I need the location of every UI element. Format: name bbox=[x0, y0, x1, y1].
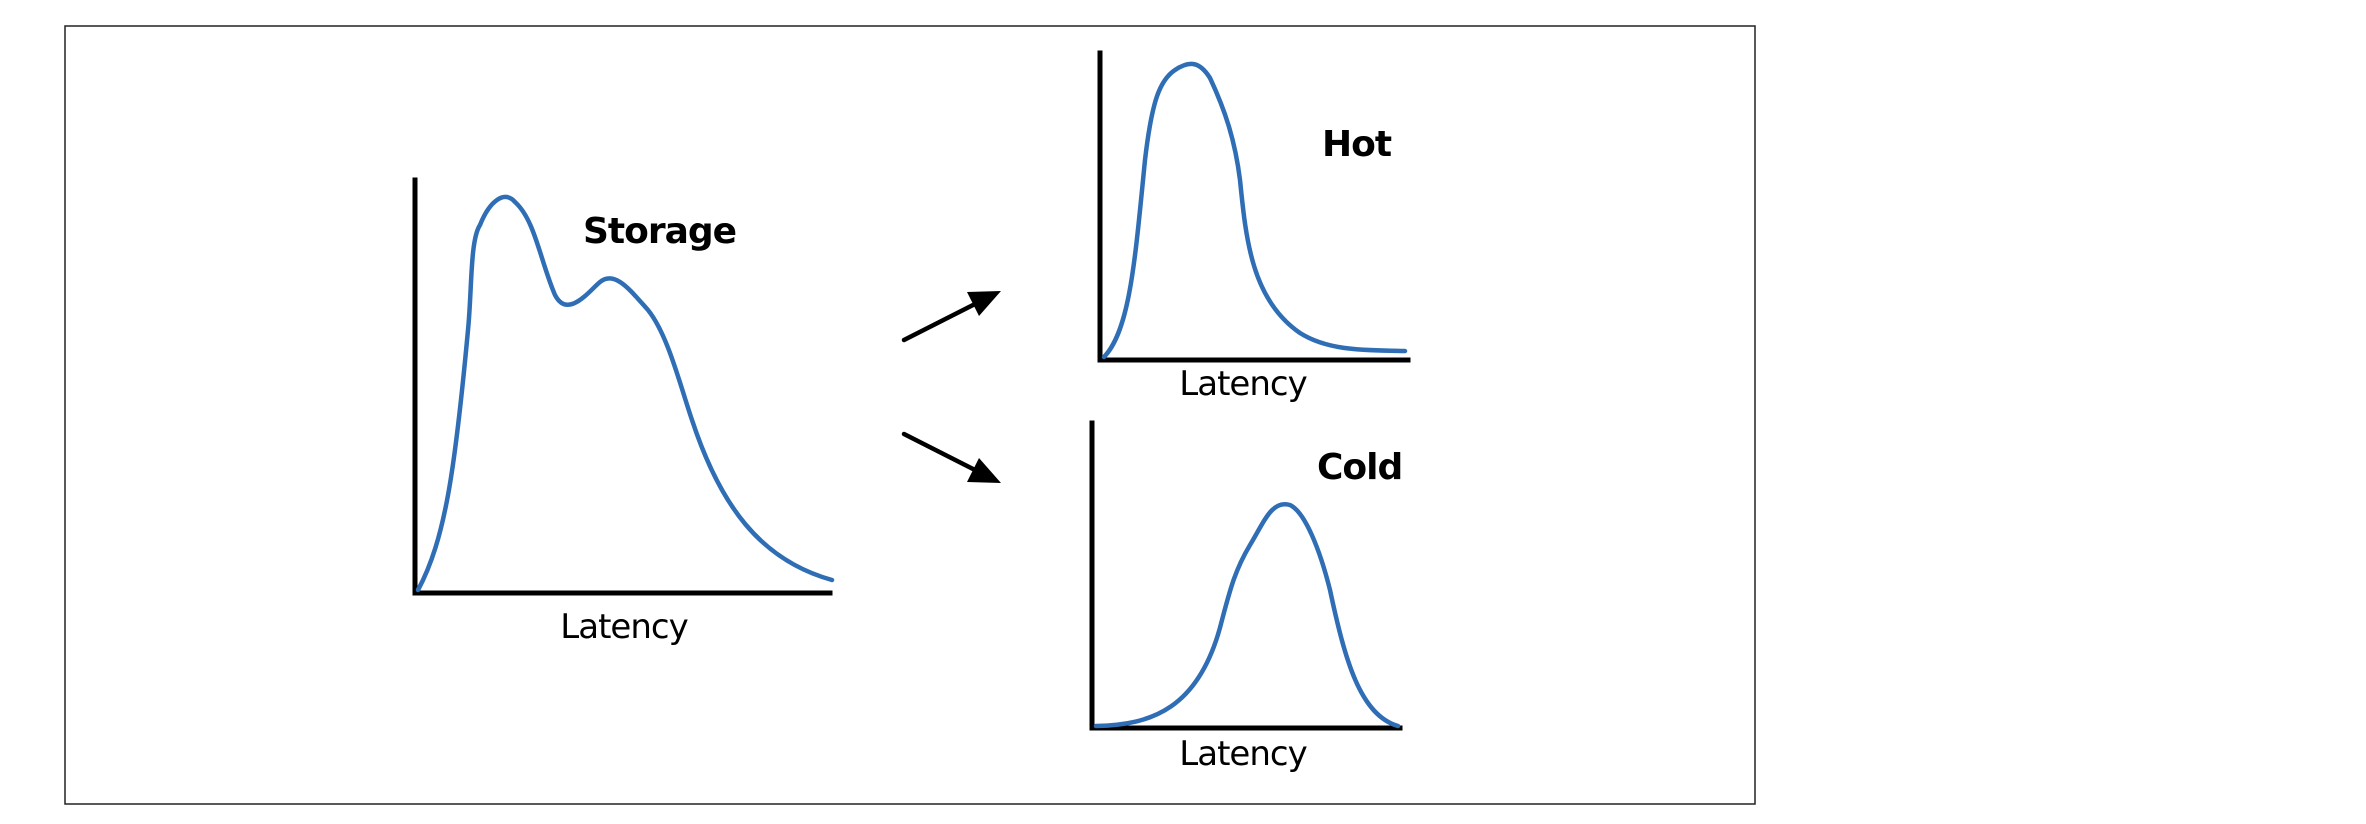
right-up-arrow bbox=[901, 291, 1001, 343]
right-up-arrow-head bbox=[967, 291, 1001, 316]
hot-latency-curve bbox=[1101, 61, 1408, 360]
storage-panel: Storage Latency bbox=[412, 177, 835, 647]
right-down-arrow bbox=[901, 431, 1001, 483]
right-down-arrow-shaft bbox=[901, 431, 978, 473]
storage-title: Storage bbox=[583, 211, 736, 252]
cold-title: Cold bbox=[1317, 447, 1402, 488]
storage-latency-curve bbox=[415, 194, 835, 593]
hot-panel: Hot Latency bbox=[1097, 50, 1411, 404]
cold-x-label: Latency bbox=[1179, 734, 1307, 774]
diagram-frame bbox=[64, 25, 1756, 805]
right-up-arrow-shaft bbox=[901, 301, 978, 343]
right-down-arrow-head bbox=[967, 458, 1001, 483]
cold-latency-curve bbox=[1093, 502, 1401, 729]
hot-x-label: Latency bbox=[1179, 364, 1307, 404]
storage-x-label: Latency bbox=[560, 607, 688, 647]
cold-panel: Cold Latency bbox=[1089, 420, 1403, 774]
hot-title: Hot bbox=[1322, 124, 1392, 165]
